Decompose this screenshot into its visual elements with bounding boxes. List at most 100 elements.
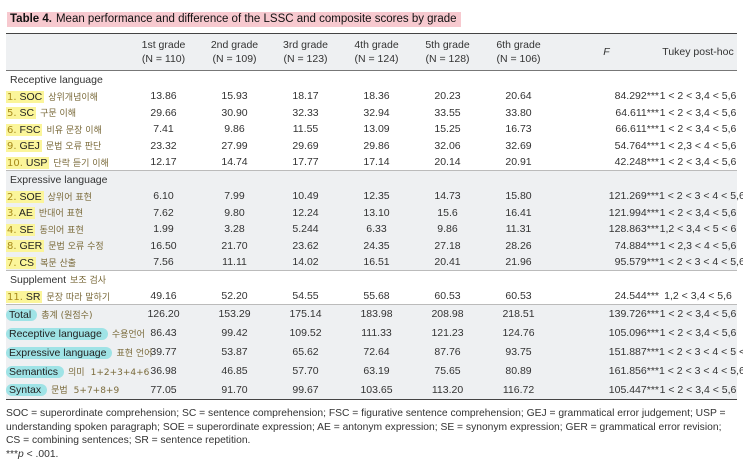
grade-mean-cell: 54.55: [270, 288, 341, 305]
grade-mean-cell: 6.10: [128, 188, 199, 205]
grade-mean-cell: 55.68: [341, 288, 412, 305]
grade-mean-cell: 1.99: [128, 221, 199, 238]
text: 3.: [7, 208, 17, 219]
tukey-cell: 1 < 2 < 3,4 < 5,6: [659, 154, 737, 171]
header-blank: [6, 34, 128, 71]
handwritten-note: 비유 문장 이해: [46, 126, 101, 136]
f-value-cell: 95.579***: [554, 254, 659, 271]
grade-mean-cell: 57.70: [270, 362, 341, 381]
grade-mean-cell: 32.06: [412, 138, 483, 155]
f-value-cell: 121.994***: [554, 205, 659, 222]
row-label-highlight: 10. USP: [6, 157, 49, 169]
handwritten-formula: 5+7+8+9: [74, 386, 120, 396]
handwritten-note: 상위어 표현: [48, 193, 92, 203]
grade-mean-cell: 91.70: [199, 381, 270, 400]
text: 1.: [7, 92, 17, 103]
text: < .001.: [24, 449, 59, 460]
grade-mean-cell: 15.6: [412, 205, 483, 222]
text: (N = 109): [212, 53, 256, 65]
f-value-cell: 139.726***: [554, 305, 659, 324]
grade-mean-cell: 60.53: [412, 288, 483, 305]
tukey-cell: 1,2 < 3,4 < 5 < 6: [659, 221, 737, 238]
handwritten-note: 의미: [68, 368, 85, 378]
f-value-cell: 105.096***: [554, 324, 659, 343]
grade-mean-cell: 12.24: [270, 205, 341, 222]
row-label-highlight: 2. SOE: [6, 191, 44, 203]
row-label-highlight: 4. SE: [6, 224, 35, 236]
grade-mean-cell: 124.76: [483, 324, 554, 343]
text: 2nd grade: [211, 39, 258, 51]
row-label-cell: 10. USP 단락 듣기 이해: [6, 154, 128, 171]
f-value-cell: 121.269***: [554, 188, 659, 205]
text: AE: [19, 207, 33, 219]
row-label-highlight: 1. SOC: [6, 91, 44, 103]
f-value-cell: 105.447***: [554, 381, 659, 400]
f-value-cell: 74.884***: [554, 238, 659, 255]
section-label: Supplement: [10, 274, 66, 286]
section-supplement: Supplement 보조 검사: [6, 271, 737, 289]
table-footnote: SOC = superordinate comprehension; SC = …: [6, 407, 737, 461]
tukey-cell: 1 < 2 < 3 < 4 < 5 < 6: [659, 343, 737, 362]
f-value-cell: 66.611***: [554, 121, 659, 138]
section-expressive: Expressive language: [6, 171, 737, 189]
grade-mean-cell: 52.20: [199, 288, 270, 305]
grade-mean-cell: 9.86: [199, 121, 270, 138]
text: SOC: [19, 91, 42, 103]
grade-mean-cell: 103.65: [341, 381, 412, 400]
grade-mean-cell: 14.73: [412, 188, 483, 205]
grade-mean-cell: 175.14: [270, 305, 341, 324]
text: SC: [19, 107, 34, 119]
grade-mean-cell: 16.50: [128, 238, 199, 255]
grade-mean-cell: 65.62: [270, 343, 341, 362]
grade-mean-cell: 20.23: [412, 88, 483, 105]
tukey-cell: 1 < 2 < 3,4 < 5,6: [659, 88, 737, 105]
grade-mean-cell: 11.31: [483, 221, 554, 238]
grade-mean-cell: 16.41: [483, 205, 554, 222]
grade-mean-cell: 80.89: [483, 362, 554, 381]
tukey-cell: 1 < 2 < 3 < 4 < 5,6: [659, 362, 737, 381]
handwritten-note: 문법 오류 판단: [46, 142, 101, 152]
tukey-cell: 1 < 2 < 3,4 < 5,6: [659, 381, 737, 400]
handwritten-note: 보조 검사: [70, 276, 106, 286]
table-title-label: Table 4.: [10, 13, 52, 25]
f-value-cell: 64.611***: [554, 105, 659, 122]
handwritten-note: 단락 듣기 이해: [53, 159, 108, 169]
tukey-cell: 1,2 < 3,4 < 5,6: [659, 288, 737, 305]
grade-mean-cell: 33.80: [483, 105, 554, 122]
grade-mean-cell: 33.55: [412, 105, 483, 122]
f-value-cell: 151.887***: [554, 343, 659, 362]
grade-mean-cell: 99.67: [270, 381, 341, 400]
footnote-abbreviations: SOC = superordinate comprehension; SC = …: [6, 407, 737, 448]
text: 7.: [7, 258, 17, 269]
text: 5th grade: [425, 39, 469, 51]
header-tukey: Tukey post-hoc: [659, 34, 737, 71]
grade-mean-cell: 21.70: [199, 238, 270, 255]
text: (N = 128): [425, 53, 469, 65]
header-grade-4: 4th grade(N = 124): [341, 34, 412, 71]
composite-label-highlight: Syntax: [6, 384, 47, 396]
grade-mean-cell: 24.35: [341, 238, 412, 255]
table-header-row: 1st grade(N = 110) 2nd grade(N = 109) 3r…: [6, 34, 737, 71]
grade-mean-cell: 6.33: [341, 221, 412, 238]
handwritten-note: 반대어 표현: [39, 209, 83, 219]
handwritten-note: 수용언어: [112, 330, 145, 340]
grade-mean-cell: 60.53: [483, 288, 554, 305]
grade-mean-cell: 7.41: [128, 121, 199, 138]
grade-mean-cell: 5.244: [270, 221, 341, 238]
section-label: Receptive language: [6, 71, 737, 89]
text: 4th grade: [354, 39, 398, 51]
grade-mean-cell: 46.85: [199, 362, 270, 381]
grade-mean-cell: 23.62: [270, 238, 341, 255]
